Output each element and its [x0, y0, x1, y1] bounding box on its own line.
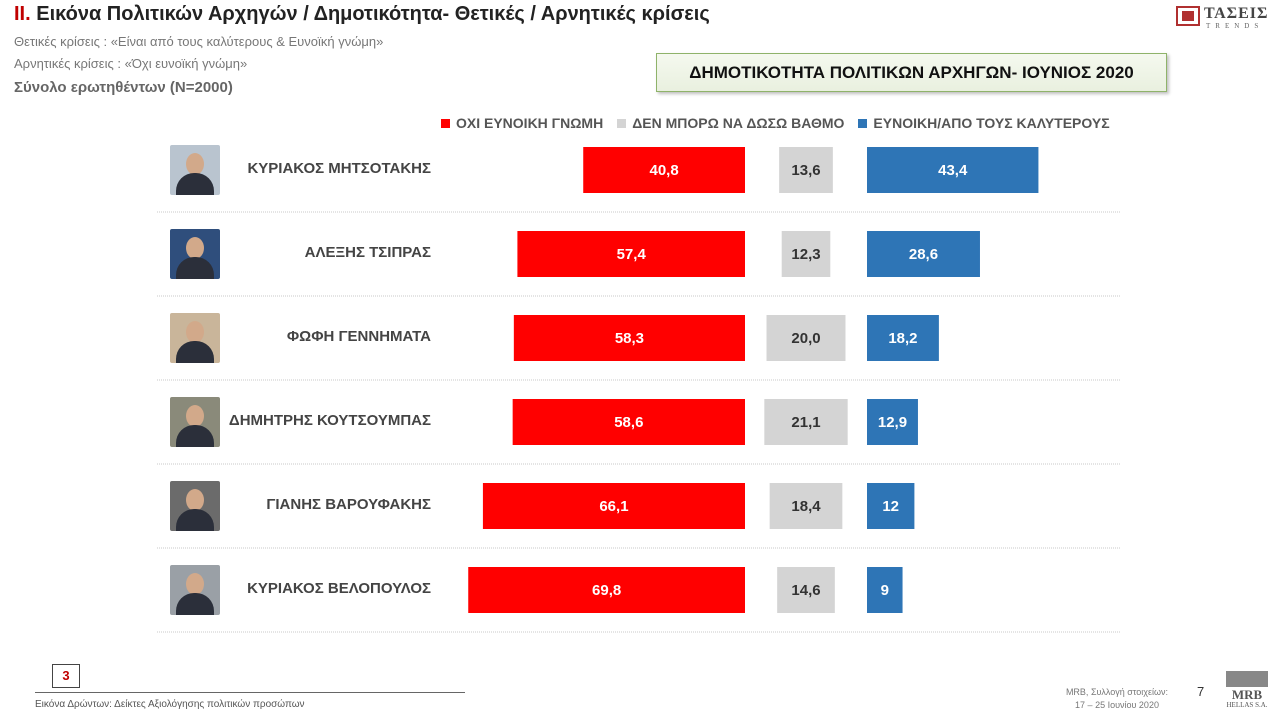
- leader-photo: [170, 145, 220, 195]
- mrb-logo: MRB HELLAS S.A.: [1226, 671, 1268, 711]
- bar-neutral: [764, 399, 848, 445]
- section-number: II.: [14, 3, 31, 25]
- legend-swatch-neutral: [617, 118, 627, 128]
- footer-divider: [35, 692, 465, 693]
- logo-mark-icon: [1176, 6, 1200, 26]
- tasis-trends-logo: ΤΑΣΕΙΣ TRENDS: [1176, 5, 1269, 30]
- mrb-brand: MRB: [1231, 687, 1263, 702]
- leader-name: ΓΙΑΝΗΣ ΒΑΡΟΥΦΑΚΗΣ: [266, 496, 431, 513]
- source-note: MRB, Συλλογή στοιχείων: 17 – 25 Ιουνίου …: [1060, 686, 1174, 712]
- leader-name: ΚΥΡΙΑΚΟΣ ΒΕΛΟΠΟΥΛΟΣ: [247, 580, 431, 597]
- legend-item-negative: ΟΧΙ ΕΥΝΟΙΚΗ ΓΝΩΜΗ: [441, 115, 603, 131]
- legend-swatch-negative: [441, 118, 450, 128]
- positive-note: Θετικές κρίσεις : «Είναι από τους καλύτε…: [14, 34, 384, 49]
- bar-neutral: [777, 567, 835, 613]
- bar-negative: [583, 147, 745, 193]
- bar-positive: [867, 399, 918, 445]
- logo-sub: TRENDS: [1206, 22, 1264, 30]
- label-negative: 40,8: [650, 162, 679, 179]
- label-negative: 69,8: [592, 582, 621, 599]
- leader-photo: [170, 313, 220, 363]
- label-neutral: 18,4: [791, 498, 821, 515]
- label-positive: 18,2: [888, 330, 917, 347]
- leader-name: ΑΛΕΞΗΣ ΤΣΙΠΡΑΣ: [304, 244, 431, 261]
- leader-name: ΦΩΦΗ ΓΕΝΝΗΜΑΤΑ: [286, 328, 431, 345]
- bar-positive: [867, 567, 903, 613]
- bar-neutral: [781, 231, 831, 277]
- label-positive: 12,9: [878, 414, 907, 431]
- legend-label-positive: ΕΥΝΟΙΚΗ/ΑΠΟ ΤΟΥΣ ΚΑΛΥΤΕΡΟΥΣ: [873, 115, 1110, 131]
- bar-negative: [512, 399, 745, 445]
- bar-neutral: [766, 315, 846, 361]
- bar-negative: [517, 231, 745, 277]
- leader-photo: [170, 397, 220, 447]
- label-positive: 43,4: [938, 162, 968, 179]
- label-neutral: 21,1: [791, 414, 820, 431]
- bar-positive: [867, 231, 980, 277]
- bar-negative: [468, 567, 745, 613]
- bar-positive: [867, 483, 915, 529]
- page-number: 7: [1197, 684, 1205, 699]
- label-neutral: 12,3: [791, 246, 820, 263]
- label-positive: 12: [882, 498, 899, 515]
- leader-name: ΔΗΜΗΤΡΗΣ ΚΟΥΤΣΟΥΜΠΑΣ: [228, 412, 431, 429]
- page-title: II. Εικόνα Πολιτικών Αρχηγών / Δημοτικότ…: [14, 3, 710, 26]
- bar-neutral: [769, 483, 843, 529]
- chart-title-banner: ΔΗΜΟΤΙΚΟΤΗΤΑ ΠΟΛΙΤΙΚΩΝ ΑΡΧΗΓΩΝ- ΙΟΥΝΙΟΣ …: [656, 53, 1167, 92]
- bar-positive: [867, 147, 1039, 193]
- negative-note: Αρνητικές κρίσεις : «Όχι ευνοϊκή γνώμη»: [14, 56, 248, 71]
- sample-size: Σύνολο ερωτηθέντων (N=2000): [14, 79, 233, 96]
- label-neutral: 14,6: [791, 582, 820, 599]
- legend-label-neutral: ΔΕΝ ΜΠΟΡΩ ΝΑ ΔΩΣΩ ΒΑΘΜΟ: [632, 115, 845, 131]
- chart-legend: ΟΧΙ ΕΥΝΟΙΚΗ ΓΝΩΜΗ ΔΕΝ ΜΠΟΡΩ ΝΑ ΔΩΣΩ ΒΑΘΜ…: [441, 115, 1110, 131]
- leader-photo: [170, 229, 220, 279]
- legend-item-positive: ΕΥΝΟΙΚΗ/ΑΠΟ ΤΟΥΣ ΚΑΛΥΤΕΡΟΥΣ: [858, 115, 1110, 131]
- section-page-box: 3: [52, 664, 80, 688]
- label-neutral: 20,0: [791, 330, 820, 347]
- label-positive: 9: [881, 582, 889, 599]
- mrb-sub: HELLAS S.A.: [1226, 701, 1268, 709]
- source-line-2: 17 – 25 Ιουνίου 2020: [1075, 700, 1159, 710]
- label-neutral: 13,6: [791, 162, 820, 179]
- legend-swatch-positive: [858, 118, 868, 128]
- title-text: Εικόνα Πολιτικών Αρχηγών / Δημοτικότητα-…: [36, 3, 710, 25]
- bar-positive: [867, 315, 939, 361]
- leader-name: ΚΥΡΙΑΚΟΣ ΜΗΤΣΟΤΑΚΗΣ: [247, 160, 431, 177]
- label-negative: 66,1: [599, 498, 628, 515]
- legend-label-negative: ΟΧΙ ΕΥΝΟΙΚΗ ΓΝΩΜΗ: [456, 115, 604, 131]
- source-line-1: MRB, Συλλογή στοιχείων:: [1065, 687, 1169, 697]
- logo-brand: ΤΑΣΕΙΣ: [1204, 5, 1269, 22]
- label-negative: 58,3: [615, 330, 644, 347]
- leader-photo: [170, 565, 220, 615]
- bar-negative: [513, 315, 745, 361]
- label-negative: 58,6: [614, 414, 643, 431]
- mrb-logo-mark-icon: [1226, 671, 1268, 687]
- bar-negative: [482, 483, 745, 529]
- footer-caption: Εικόνα Δρώντων: Δείκτες Αξιολόγησης πολι…: [35, 699, 305, 710]
- bar-neutral: [779, 147, 833, 193]
- leader-photo: [170, 481, 220, 531]
- legend-item-neutral: ΔΕΝ ΜΠΟΡΩ ΝΑ ΔΩΣΩ ΒΑΘΜΟ: [617, 115, 844, 131]
- label-positive: 28,6: [909, 246, 938, 263]
- label-negative: 57,4: [617, 246, 647, 263]
